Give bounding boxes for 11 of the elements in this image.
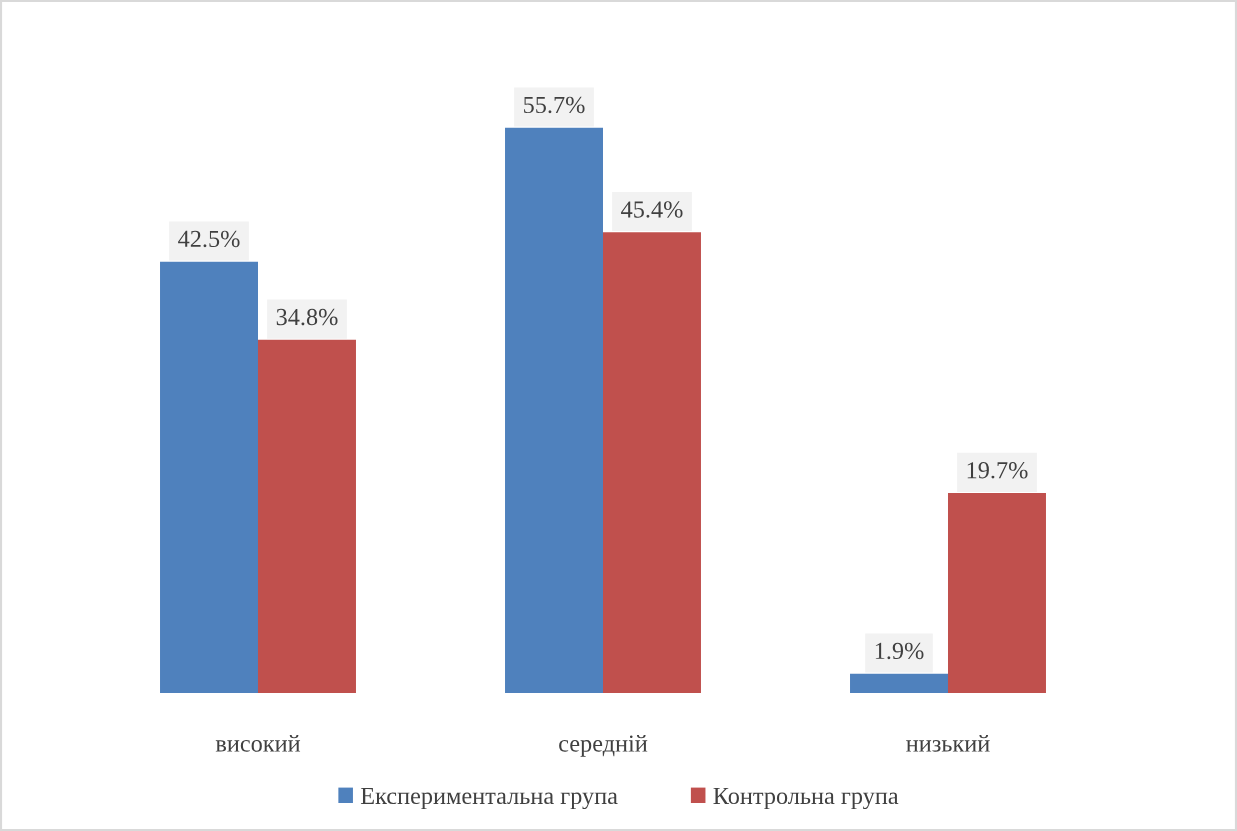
x-tick-label: високий [215, 734, 301, 752]
data-label: 45.4% [621, 201, 683, 218]
x-tick-label: середній [559, 734, 648, 757]
legend-label: Контрольна група [713, 787, 899, 810]
data-label: 34.8% [276, 308, 338, 326]
legend-label: Експериментальна група [360, 787, 618, 810]
data-label: 55.7% [524, 96, 585, 114]
x-tick-label: низький [906, 734, 990, 752]
data-label: 42.5% [178, 230, 240, 248]
data-label: 1.9% [875, 642, 924, 660]
data-label: 19.7% [967, 462, 1028, 479]
